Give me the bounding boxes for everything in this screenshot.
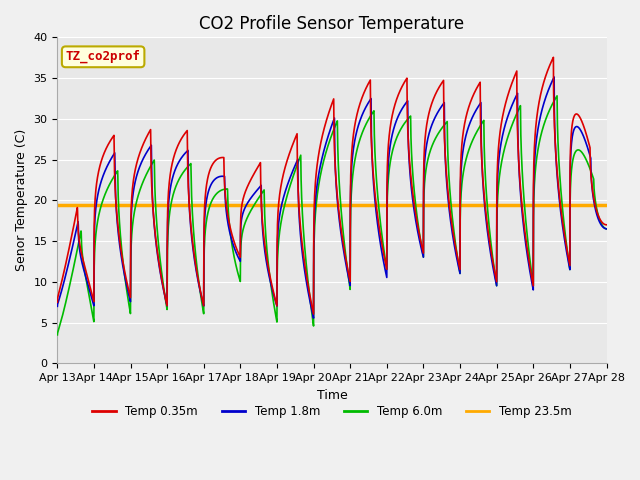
Text: TZ_co2prof: TZ_co2prof	[66, 50, 141, 63]
Y-axis label: Senor Temperature (C): Senor Temperature (C)	[15, 129, 28, 272]
Title: CO2 Profile Sensor Temperature: CO2 Profile Sensor Temperature	[200, 15, 465, 33]
Legend: Temp 0.35m, Temp 1.8m, Temp 6.0m, Temp 23.5m: Temp 0.35m, Temp 1.8m, Temp 6.0m, Temp 2…	[88, 400, 576, 423]
X-axis label: Time: Time	[317, 389, 348, 402]
